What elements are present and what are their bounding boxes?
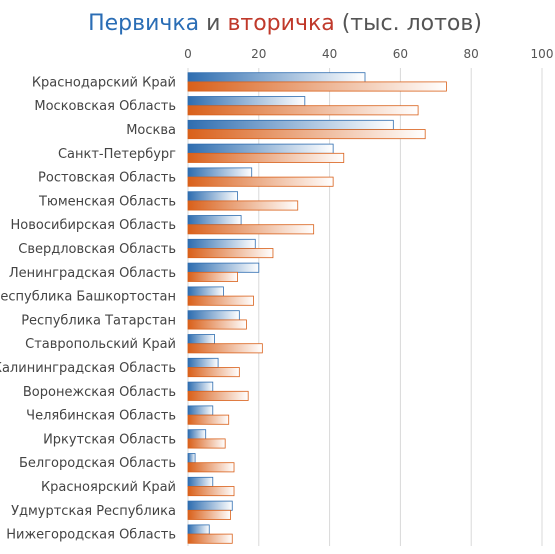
bar-secondary xyxy=(187,248,274,259)
category-label: Иркутская Область xyxy=(43,432,176,447)
grid xyxy=(187,68,543,546)
x-axis-ticks: 0 20 40 60 80 100 xyxy=(184,47,553,61)
bar-secondary xyxy=(187,438,226,449)
category-label: Челябинская Область xyxy=(26,409,176,424)
bar-primary xyxy=(187,191,238,202)
category-label: Свердловская Область xyxy=(18,242,176,257)
category-label: Краснодарский Край xyxy=(32,75,176,90)
bar-secondary xyxy=(187,390,249,401)
bar-primary xyxy=(187,429,207,440)
x-tick-label: 100 xyxy=(531,47,554,61)
category-label: Московская Область xyxy=(34,99,176,114)
category-label: Нижегородская Область xyxy=(6,528,176,543)
bar-primary xyxy=(187,357,219,368)
category-label: Воронежская Область xyxy=(23,385,176,400)
bar-secondary xyxy=(187,129,426,140)
category-label: Ростовская Область xyxy=(38,171,176,186)
bar-primary xyxy=(187,119,394,130)
bar-secondary xyxy=(187,367,240,378)
bar-secondary xyxy=(187,152,345,163)
bar-primary xyxy=(187,524,210,535)
bar-secondary xyxy=(187,414,230,425)
bar-secondary xyxy=(187,105,419,116)
bars xyxy=(187,72,447,544)
bar-secondary xyxy=(187,81,447,92)
x-tick-label: 40 xyxy=(322,47,337,61)
category-label: Новосибирская Область xyxy=(11,218,176,233)
bar-primary xyxy=(187,96,306,107)
x-tick-label: 60 xyxy=(393,47,408,61)
bar-secondary xyxy=(187,319,247,330)
bar-secondary xyxy=(187,224,315,235)
bar-secondary xyxy=(187,271,238,282)
bar-primary xyxy=(187,262,260,273)
bar-primary xyxy=(187,381,214,392)
bar-secondary xyxy=(187,176,334,187)
category-labels: Краснодарский Край Московская Область Моск… xyxy=(0,75,176,542)
bar-secondary xyxy=(187,462,235,473)
bar-primary xyxy=(187,286,224,297)
category-label: Республика Татарстан xyxy=(21,313,176,328)
category-label: Калининградская Область xyxy=(0,361,176,376)
bar-secondary xyxy=(187,343,263,354)
bar-primary xyxy=(187,215,242,226)
bar-primary xyxy=(187,72,366,83)
bar-secondary xyxy=(187,295,254,306)
chart-title: Первичка и вторичка (тыс. лотов) xyxy=(88,11,482,36)
category-label: Республика Башкортостан xyxy=(0,290,176,305)
category-label: Москва xyxy=(126,123,176,138)
bar-primary xyxy=(187,476,214,487)
chart-title-part: (тыс. лотов) xyxy=(335,11,482,36)
category-label: Ставропольский Край xyxy=(25,337,176,352)
bar-primary xyxy=(187,405,214,416)
bar-primary xyxy=(187,500,233,511)
bar-secondary xyxy=(187,533,233,544)
bar-primary xyxy=(187,310,240,321)
bar-secondary xyxy=(187,486,235,497)
x-tick-label: 20 xyxy=(251,47,266,61)
x-tick-label: 80 xyxy=(464,47,479,61)
bar-primary xyxy=(187,143,334,154)
category-label: Удмуртская Республика xyxy=(11,504,176,519)
chart-title-part: вторичка xyxy=(227,11,334,36)
chart-title-part: и xyxy=(199,11,227,36)
bar-secondary xyxy=(187,200,299,211)
category-label: Санкт-Петербург xyxy=(58,147,176,162)
bar-secondary xyxy=(187,509,231,520)
chart-title-part: Первичка xyxy=(88,11,199,36)
bar-primary xyxy=(187,238,256,249)
category-label: Тюменская Область xyxy=(38,194,176,209)
bar-primary xyxy=(187,453,196,464)
bar-primary xyxy=(187,334,215,345)
x-tick-label: 0 xyxy=(184,47,192,61)
category-label: Красноярский Край xyxy=(41,480,176,495)
category-label: Ленинградская Область xyxy=(9,266,176,281)
category-label: Белгородская Область xyxy=(19,456,176,471)
bar-primary xyxy=(187,167,253,178)
